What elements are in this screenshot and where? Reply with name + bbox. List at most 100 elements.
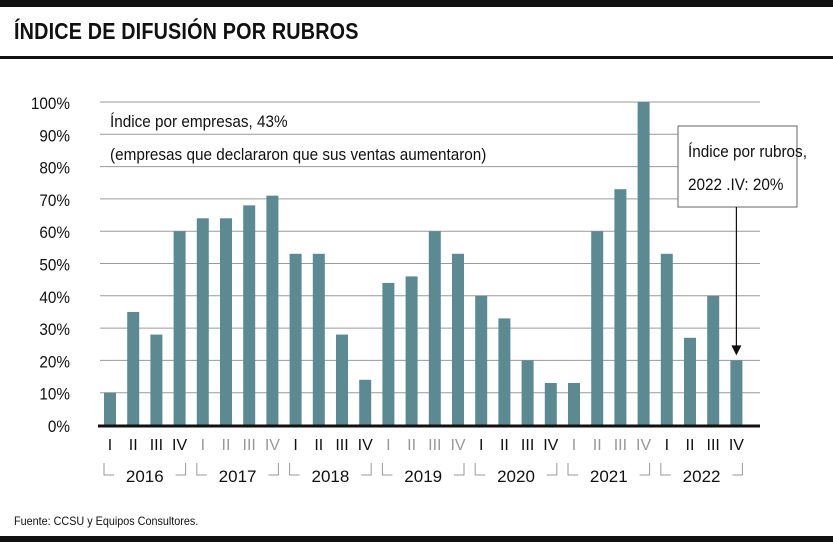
bar-2019-IV (452, 253, 464, 425)
y-tick-label: 90% (39, 127, 70, 146)
x-tick-quarter: IV (543, 437, 558, 454)
year-label-2019: 2019 (404, 467, 442, 486)
year-label-2018: 2018 (311, 467, 349, 486)
bar-2019-III (428, 231, 441, 425)
bar-2017-IV (266, 195, 279, 425)
bar-2016-II (127, 311, 140, 425)
year-label-2016: 2016 (126, 467, 164, 486)
bar-2021-III (614, 189, 627, 425)
x-tick-quarter: III (521, 437, 534, 454)
bar-2016-III (150, 334, 163, 425)
x-tick-quarter: III (707, 437, 720, 454)
year-bracket-left (567, 463, 578, 476)
bar-2022-II (684, 337, 696, 425)
callout-box (677, 125, 798, 208)
title-rule (0, 56, 833, 59)
callout-line1: Índice por rubros, (688, 141, 807, 161)
bar-2017-II (220, 218, 232, 425)
year-bracket-right (639, 463, 651, 476)
year-bracket-right (454, 463, 465, 476)
bar-2020-I (475, 295, 488, 425)
bar-2016-IV (173, 231, 186, 425)
bar-2021-II (591, 231, 604, 425)
bar-2018-III (336, 334, 348, 425)
year-bracket-left (196, 463, 207, 476)
bar-2020-II (498, 318, 511, 425)
x-tick-quarter: I (572, 437, 576, 454)
y-tick-label: 0% (48, 417, 70, 436)
year-bracket-left (103, 463, 114, 476)
bar-2018-I (289, 253, 302, 425)
x-tick-quarter: II (593, 437, 602, 454)
x-tick-quarter: II (686, 437, 695, 454)
year-bracket-right (268, 463, 279, 476)
x-tick-quarter: IV (450, 437, 465, 454)
bar-2019-I (382, 282, 395, 425)
x-tick-quarter: IV (172, 437, 187, 454)
x-tick-quarter: I (108, 437, 112, 454)
year-label-2017: 2017 (219, 467, 257, 486)
x-tick-quarter: III (614, 437, 627, 454)
x-tick-quarter: III (335, 437, 348, 454)
annotation-empresas-line2: (empresas que declararon que sus ventas … (110, 145, 486, 164)
x-tick-quarter: I (665, 437, 669, 454)
y-tick-label: 40% (39, 288, 70, 307)
year-bracket-right (546, 463, 558, 476)
x-tick-quarter: I (201, 437, 205, 454)
y-axis-tick-labels: 0% 10% 20% 30% 40% 50% 60% 70% 80% 90% 100% (31, 94, 70, 436)
x-axis-quarter-labels: I II III IV I II III IV I II III IV I II III IV I II III IV… (108, 437, 745, 454)
x-tick-quarter: IV (729, 437, 744, 454)
year-bracket-right (732, 463, 743, 476)
bar-2016-I (104, 392, 116, 425)
year-label-2022: 2022 (683, 467, 721, 486)
x-tick-quarter: II (314, 437, 323, 454)
bar-2022-I (660, 253, 673, 425)
year-bracket-left (660, 463, 671, 476)
bottom-rule (0, 536, 833, 542)
year-bracket-left (381, 463, 393, 476)
x-tick-quarter: I (479, 437, 483, 454)
year-label-2021: 2021 (590, 467, 628, 486)
bar-2018-II (312, 253, 325, 425)
x-axis-year-groups: 2016 2017 2018 2019 2020 2021 2022 (103, 463, 743, 486)
bar-2020-III (521, 360, 534, 425)
annotation-empresas-line1: Índice por empresas, 43% (110, 111, 288, 131)
top-rule (0, 0, 833, 7)
year-bracket-left (289, 463, 300, 476)
x-tick-quarter: II (407, 437, 416, 454)
x-tick-quarter: III (428, 437, 441, 454)
bar-2022-III (707, 295, 720, 425)
x-tick-quarter: II (129, 437, 138, 454)
source-note: Fuente: CCSU y Equipos Consultores. (14, 514, 199, 528)
x-tick-quarter: III (150, 437, 163, 454)
x-tick-quarter: I (293, 437, 297, 454)
callout-arrow-head (731, 345, 742, 356)
y-tick-label: 100% (31, 94, 70, 113)
bars (104, 102, 743, 425)
bar-2021-IV (637, 102, 650, 425)
x-tick-quarter: IV (358, 437, 373, 454)
bar-2017-III (243, 205, 256, 425)
bar-2020-IV (544, 383, 557, 425)
year-bracket-left (474, 463, 486, 476)
callout-line2: 2022 .IV: 20% (688, 175, 783, 194)
y-tick-label: 10% (39, 385, 70, 404)
bar-2017-I (196, 218, 209, 425)
x-tick-quarter: II (500, 437, 509, 454)
y-tick-label: 50% (39, 256, 70, 275)
year-bracket-right (361, 463, 372, 476)
year-bracket-right (175, 463, 187, 476)
bar-2021-I (568, 383, 580, 425)
year-label-2020: 2020 (497, 467, 535, 486)
x-tick-quarter: IV (636, 437, 651, 454)
chart-title: ÍNDICE DE DIFUSIÓN POR RUBROS (14, 18, 359, 44)
bar-2022-IV (730, 360, 743, 425)
x-tick-quarter: II (222, 437, 231, 454)
callout: Índice por rubros, 2022 .IV: 20% (677, 125, 807, 356)
bar-2019-II (405, 276, 418, 425)
bar-chart: 0%10%20%30%40%50%60%70%80%90%100% I II III… (31, 94, 807, 486)
x-tick-quarter: III (243, 437, 256, 454)
y-tick-label: 20% (39, 353, 70, 372)
y-tick-label: 60% (39, 223, 70, 242)
y-tick-label: 70% (39, 191, 70, 210)
